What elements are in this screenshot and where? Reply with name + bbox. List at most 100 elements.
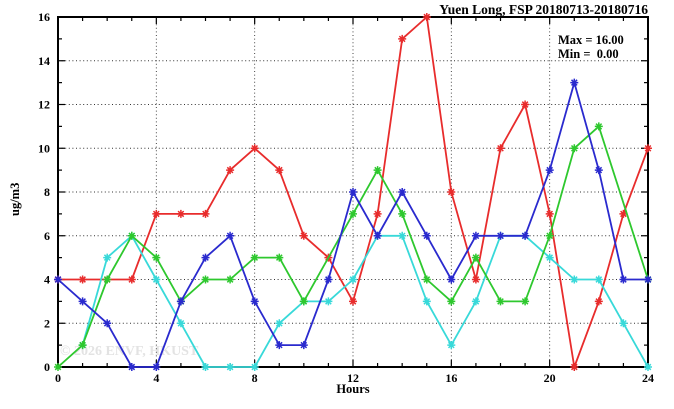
marker-red-h9	[275, 166, 284, 175]
marker-blue-h20	[545, 166, 554, 175]
marker-green-h2	[103, 275, 112, 284]
marker-cyan-h21	[570, 275, 579, 284]
marker-blue-h21	[570, 78, 579, 87]
marker-cyan-h11	[324, 297, 333, 306]
marker-green-h16	[447, 297, 456, 306]
marker-red-h24	[644, 144, 652, 153]
y-tick-label-2: 2	[44, 316, 50, 330]
marker-green-h15	[422, 275, 431, 284]
marker-blue-h9	[275, 341, 284, 350]
marker-blue-h24	[644, 275, 652, 284]
min-value-label: Min = 0.00	[558, 47, 619, 61]
marker-green-h0	[54, 363, 62, 371]
marker-red-h14	[398, 34, 407, 43]
chart-title: Yuen Long, FSP 20180713-20180716	[439, 2, 648, 17]
marker-blue-h15	[422, 231, 431, 240]
marker-green-h14	[398, 209, 407, 218]
x-tick-label-16: 16	[445, 371, 457, 385]
marker-cyan-h14	[398, 231, 407, 240]
marker-green-h13	[373, 166, 382, 175]
series-line-cyan	[81, 234, 649, 368]
x-tick-label-4: 4	[153, 371, 159, 385]
marker-red-h13	[373, 209, 382, 218]
marker-red-h15	[422, 13, 431, 21]
marker-cyan-h23	[619, 319, 628, 328]
marker-green-h21	[570, 144, 579, 153]
y-tick-label-10: 10	[38, 141, 50, 155]
max-value-label: Max = 16.00	[558, 33, 624, 47]
x-tick-label-20: 20	[544, 371, 556, 385]
marker-blue-h8	[250, 297, 259, 306]
marker-red-h3	[127, 275, 136, 284]
marker-red-h22	[594, 297, 603, 306]
max-min-annotation: Max = 16.00 Min = 0.00	[558, 33, 624, 61]
marker-cyan-h17	[471, 297, 480, 306]
marker-blue-h11	[324, 275, 333, 284]
y-tick-label-14: 14	[38, 54, 50, 68]
marker-green-h20	[545, 231, 554, 240]
marker-cyan-h4	[152, 275, 161, 284]
marker-cyan-h2	[103, 253, 112, 262]
marker-red-h7	[226, 166, 235, 175]
marker-green-h19	[521, 297, 530, 306]
marker-blue-h1	[78, 297, 87, 306]
y-tick-label-4: 4	[44, 273, 50, 287]
marker-blue-h23	[619, 275, 628, 284]
plot-border	[57, 16, 649, 368]
marker-red-h16	[447, 188, 456, 196]
marker-blue-h16	[447, 275, 456, 284]
y-tick-label-16: 16	[38, 10, 50, 24]
marker-green-h1	[78, 341, 87, 350]
x-axis-title: Hours	[336, 382, 370, 396]
y-tick-label-8: 8	[44, 185, 50, 199]
y-tick-label-6: 6	[44, 229, 50, 243]
marker-cyan-h15	[422, 297, 431, 306]
marker-green-h4	[152, 253, 161, 262]
marker-green-h17	[471, 253, 480, 262]
marker-cyan-h20	[545, 253, 554, 262]
marker-blue-h2	[103, 319, 112, 328]
marker-blue-h17	[471, 231, 480, 240]
marker-cyan-h8	[250, 363, 259, 371]
marker-red-h8	[250, 144, 259, 153]
marker-red-h12	[349, 297, 357, 306]
marker-green-h6	[201, 275, 210, 284]
marker-cyan-h7	[226, 363, 235, 371]
marker-cyan-h5	[176, 319, 185, 328]
marker-green-h8	[250, 253, 259, 262]
marker-blue-h18	[496, 231, 505, 240]
marker-blue-h14	[398, 188, 407, 196]
marker-blue-h6	[201, 253, 210, 262]
marker-blue-h19	[521, 231, 530, 240]
marker-red-h6	[201, 209, 210, 218]
marker-blue-h10	[299, 341, 308, 350]
marker-red-h21	[570, 363, 579, 371]
marker-red-h5	[176, 209, 185, 218]
marker-cyan-h24	[644, 363, 652, 371]
marker-blue-h5	[176, 297, 185, 306]
marker-red-h19	[521, 100, 530, 109]
y-tick-label-0: 0	[44, 360, 50, 374]
marker-red-h4	[152, 209, 161, 218]
marker-green-h22	[594, 122, 603, 131]
marker-blue-h13	[373, 231, 382, 240]
marker-red-h17	[471, 275, 480, 284]
marker-cyan-h9	[275, 319, 284, 328]
marker-cyan-h12	[349, 275, 357, 284]
marker-green-h10	[299, 297, 308, 306]
marker-blue-h4	[152, 363, 161, 371]
marker-red-h10	[299, 231, 308, 240]
marker-blue-h12	[349, 188, 357, 196]
x-tick-label-24: 24	[642, 371, 654, 385]
marker-green-h3	[127, 231, 136, 240]
marker-green-h9	[275, 253, 284, 262]
marker-red-h1	[78, 275, 87, 284]
x-tick-label-8: 8	[252, 371, 258, 385]
marker-cyan-h16	[447, 341, 456, 350]
x-tick-label-0: 0	[55, 371, 61, 385]
marker-red-h18	[496, 144, 505, 153]
marker-blue-h3	[127, 363, 136, 371]
y-axis-title: ug/m3	[8, 182, 22, 216]
